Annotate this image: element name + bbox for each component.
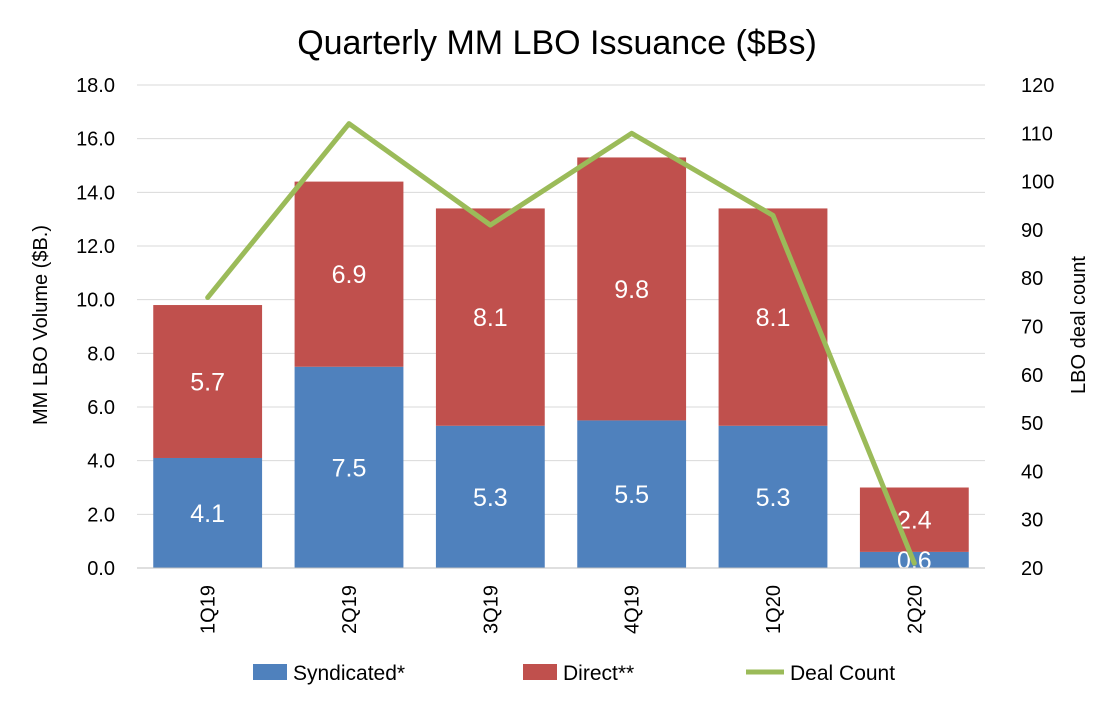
- data-label-syndicated: 5.3: [473, 484, 508, 512]
- y2-tick-label: 50: [1021, 413, 1043, 435]
- y-tick-label: 2.0: [87, 504, 115, 526]
- bar-direct: [577, 157, 687, 421]
- y-tick-label: 8.0: [87, 343, 115, 365]
- legend-label-direct: Direct**: [563, 662, 634, 685]
- data-label-syndicated: 7.5: [332, 454, 367, 482]
- data-label-direct: 6.9: [332, 261, 367, 289]
- y2-tick-label: 40: [1021, 461, 1043, 483]
- bar-direct: [153, 305, 263, 458]
- x-tick-label: 2Q20: [904, 585, 926, 634]
- bar-direct: [294, 181, 404, 367]
- bar-direct: [718, 208, 828, 426]
- y2-tick-label: 100: [1021, 172, 1054, 194]
- y-tick-label: 0.0: [87, 558, 115, 580]
- deal-count-line-layer: [205, 121, 917, 566]
- data-label-direct: 5.7: [190, 369, 225, 397]
- legend-swatch-direct: [523, 664, 557, 680]
- data-label-syndicated: 5.3: [756, 484, 791, 512]
- legend-label-syndicated: Syndicated*: [293, 662, 405, 685]
- y2-tick-label: 20: [1021, 558, 1043, 580]
- bar-syndicated: [153, 457, 263, 568]
- data-label-syndicated: 4.1: [190, 500, 225, 528]
- chart-title: Quarterly MM LBO Issuance ($Bs): [297, 24, 817, 62]
- bar-syndicated: [718, 425, 828, 568]
- legend-swatch-syndicated: [253, 664, 287, 680]
- y2-tick-label: 90: [1021, 220, 1043, 242]
- bar-syndicated: [577, 420, 687, 568]
- bar-direct: [859, 487, 969, 552]
- data-label-syndicated: 5.5: [614, 481, 649, 509]
- y-tick-label: 12.0: [76, 236, 115, 258]
- data-label-direct: 8.1: [473, 304, 508, 332]
- y-tick-label: 14.0: [76, 182, 115, 204]
- y2-axis-label: LBO deal count: [1068, 256, 1090, 394]
- x-tick-label: 1Q20: [763, 585, 785, 634]
- y-tick-label: 18.0: [76, 75, 115, 97]
- y2-tick-label: 30: [1021, 510, 1043, 532]
- y2-tick-label: 120: [1021, 75, 1054, 97]
- deal-count-line: [205, 121, 917, 566]
- y2-tick-label: 70: [1021, 317, 1043, 339]
- legend-label-dealcount: Deal Count: [790, 662, 895, 685]
- y-tick-label: 6.0: [87, 397, 115, 419]
- bar-direct: [435, 208, 545, 426]
- x-tick-label: 1Q19: [198, 585, 220, 634]
- x-tick-label: 4Q19: [622, 585, 644, 634]
- y2-tick-label: 80: [1021, 268, 1043, 290]
- data-label-direct: 9.8: [614, 276, 649, 304]
- axes: 0.0 2.0 4.0 6.0 8.0 10.0 12.0 14.0 16.0 18.0 20 30 4…: [76, 75, 1054, 634]
- y2-tick-label: 110: [1021, 123, 1053, 145]
- x-tick-label: 3Q19: [480, 585, 502, 634]
- y-tick-label: 4.0: [87, 451, 115, 473]
- y-tick-label: 10.0: [76, 290, 115, 312]
- bar-syndicated: [294, 366, 404, 568]
- gridlines: [137, 84, 985, 515]
- y-axis-label: MM LBO Volume ($B.): [30, 225, 52, 425]
- legend: Syndicated* Direct** Deal Count: [253, 662, 895, 685]
- y2-tick-label: 60: [1021, 365, 1043, 387]
- bar-syndicated: [435, 425, 545, 568]
- x-tick-label: 2Q19: [339, 585, 361, 634]
- y-tick-label: 16.0: [76, 129, 115, 151]
- data-label-direct: 8.1: [756, 304, 791, 332]
- bars: [153, 157, 969, 568]
